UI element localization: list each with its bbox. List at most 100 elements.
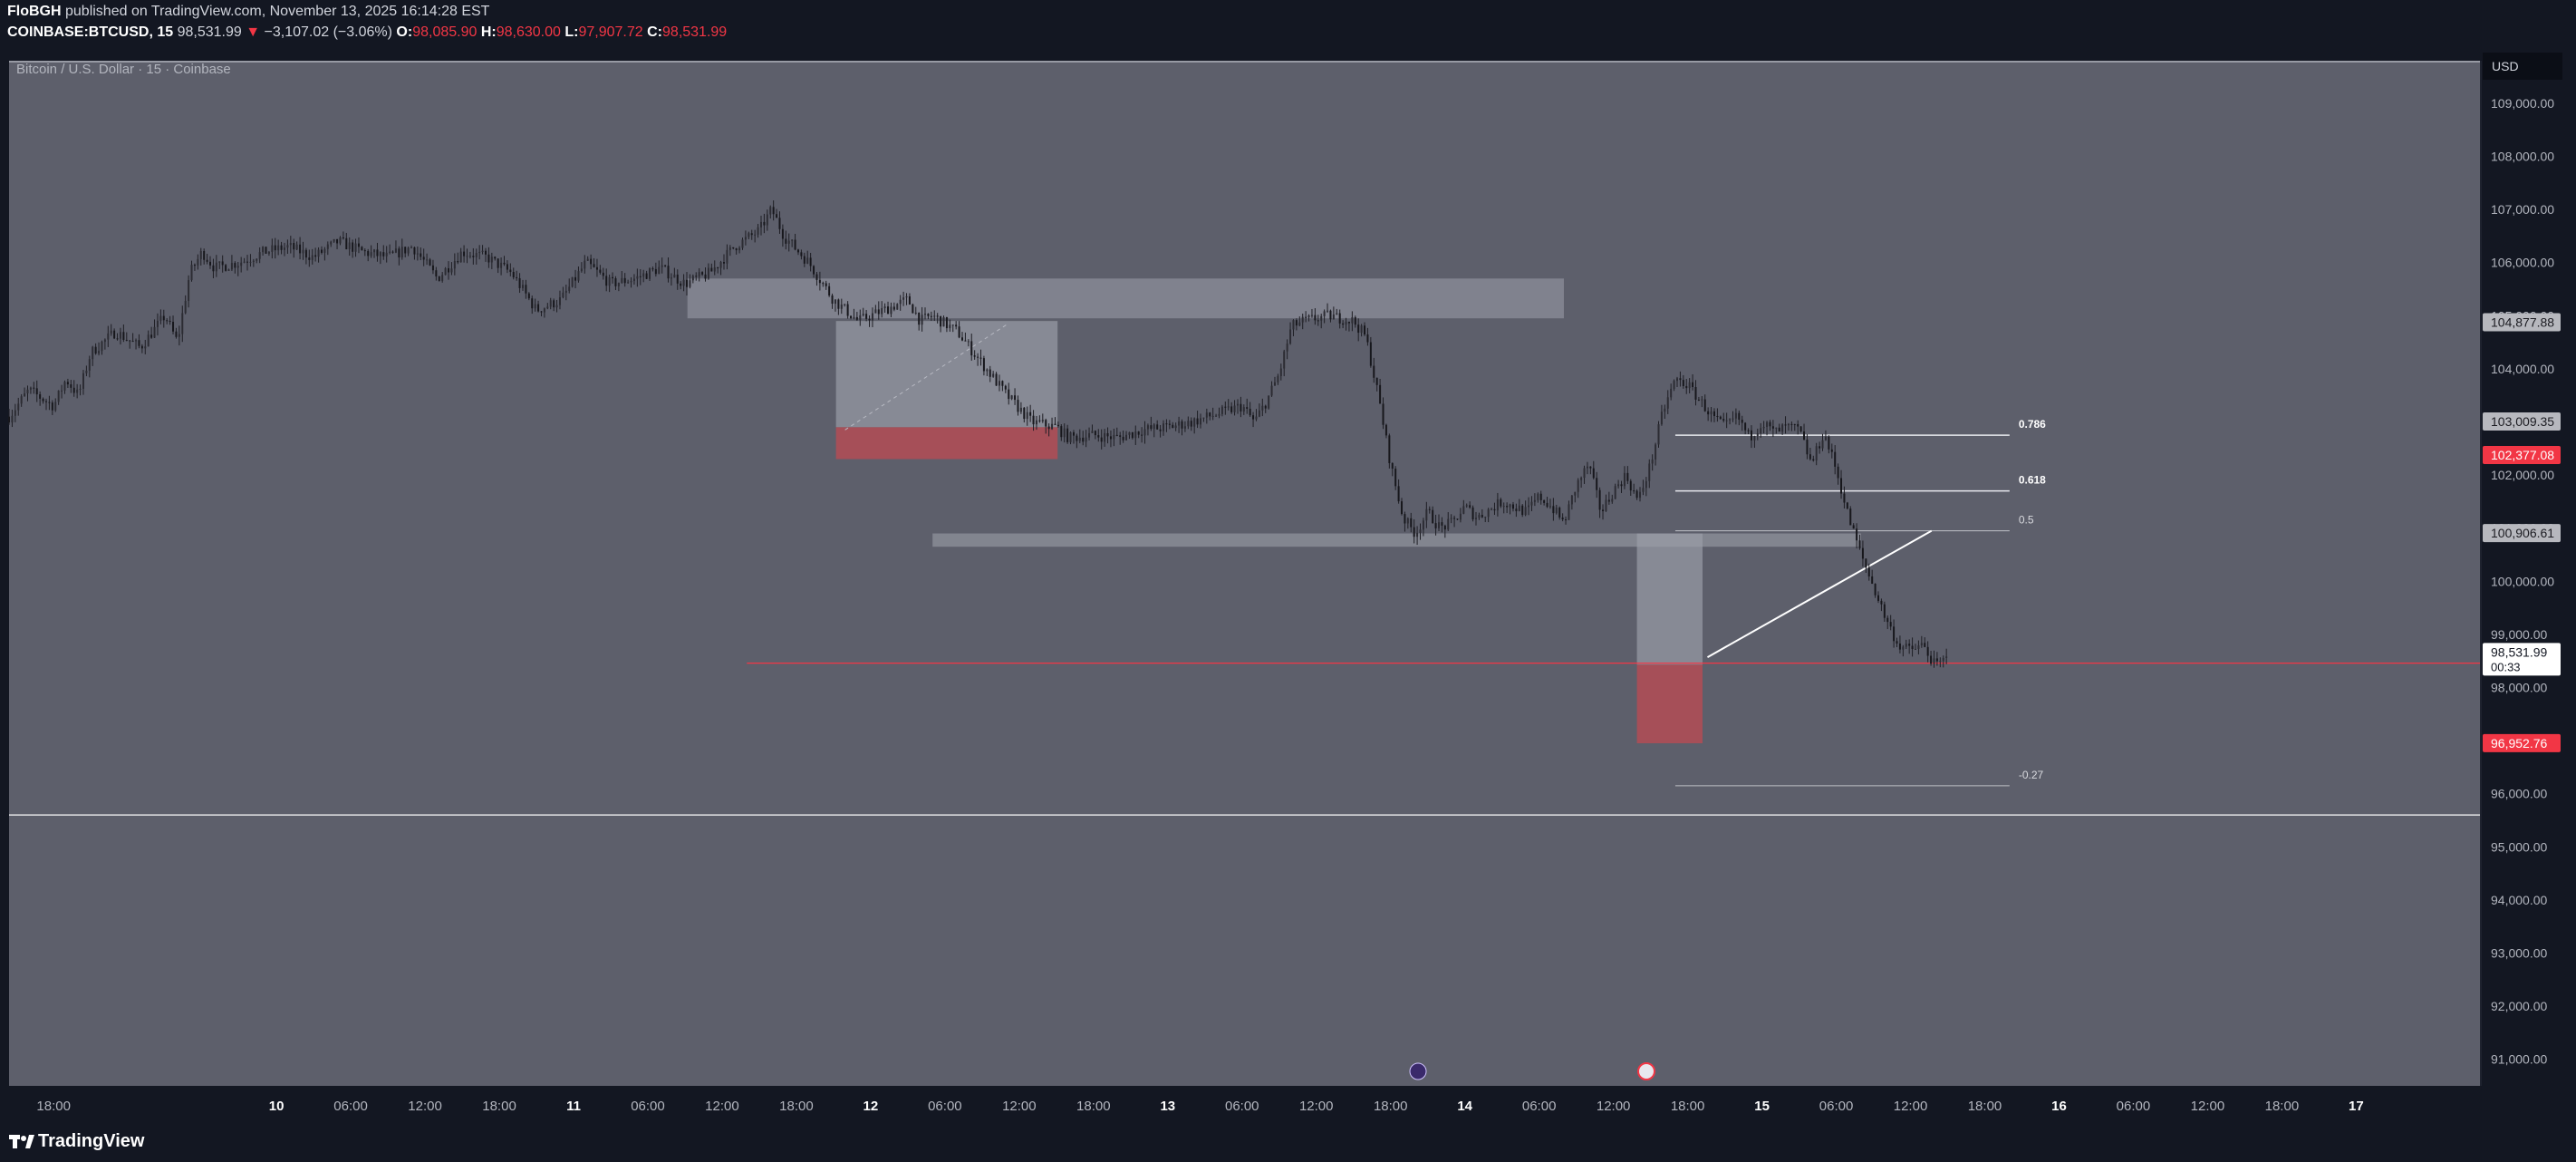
candle-body [1896, 641, 1898, 644]
symbol-label[interactable]: COINBASE:BTCUSD, 15 [7, 24, 174, 40]
candle-body [1119, 435, 1122, 437]
candle-body [1883, 604, 1886, 618]
candle-body [766, 214, 768, 226]
candle-body [722, 262, 725, 264]
candle-body [166, 320, 169, 322]
candle-body [1193, 418, 1196, 427]
candle-body [457, 261, 459, 263]
chart-area[interactable]: 0.786 0.618 0.5 -0.27 91,000.00 92,000.00 93,0… [0, 60, 2576, 1125]
author-name[interactable]: FloBGH [7, 4, 62, 19]
candle-body [651, 268, 654, 270]
price-label-box[interactable] [2483, 445, 2561, 464]
chart-pane[interactable] [9, 61, 2480, 1086]
candle-body [732, 247, 735, 249]
candle-body [51, 402, 53, 411]
candle-body [661, 265, 663, 267]
candle-body [998, 381, 1000, 386]
price-label-box[interactable] [2483, 313, 2561, 332]
candle-body [506, 264, 508, 270]
candle-body [1898, 643, 1901, 650]
x-tick-label: 12:00 [705, 1099, 739, 1114]
candle-body [1682, 380, 1684, 386]
candle-body [175, 331, 178, 337]
candle-body [262, 247, 265, 253]
candle-body [1165, 423, 1168, 425]
candle-body [1623, 472, 1626, 487]
candle-body [8, 416, 10, 423]
brand-name[interactable]: TradingView [38, 1131, 145, 1151]
candle-body [420, 253, 422, 257]
candle-body [1174, 425, 1177, 429]
candle-body [1828, 436, 1830, 450]
price-label-box[interactable] [2483, 412, 2561, 431]
candle-body [1146, 425, 1149, 430]
candle-body [240, 262, 243, 266]
candle-body [1462, 506, 1465, 514]
candle-body [1738, 412, 1741, 421]
candle-body [422, 257, 425, 260]
high-value: 98,630.00 [496, 24, 561, 40]
candle-body [1877, 595, 1880, 601]
candle-body [1128, 431, 1131, 435]
candle-body [286, 245, 289, 248]
candle-body [1220, 406, 1223, 414]
candle-body [1336, 313, 1338, 315]
candle-body [1443, 525, 1446, 530]
candle-body [267, 251, 270, 254]
candle-body [1651, 459, 1654, 464]
candle-body [892, 306, 895, 310]
candle-body [1568, 504, 1570, 520]
y-tick-label: 104,000.00 [2491, 362, 2554, 376]
candle-body [314, 255, 317, 257]
candle-body [796, 249, 799, 253]
candle-body [713, 267, 716, 272]
price-axis[interactable] [2481, 60, 2576, 1125]
candle-body [1865, 558, 1867, 568]
candle-body [1766, 421, 1769, 427]
candle-body [221, 261, 224, 266]
candle-body [116, 338, 119, 340]
long-position-stop-zone[interactable] [835, 427, 1058, 460]
candle-body [1821, 440, 1824, 449]
price-label-box[interactable] [2483, 733, 2561, 752]
projection-trend-line[interactable] [1706, 529, 1933, 658]
candle-body [1675, 378, 1678, 382]
low-value: 97,907.72 [578, 24, 643, 40]
candle-body [1852, 525, 1855, 529]
candle-body [1076, 435, 1078, 441]
candle-body [497, 258, 499, 268]
x-tick-label: 06:00 [928, 1099, 962, 1114]
candle-body [70, 384, 72, 388]
candle-body [667, 266, 670, 279]
idea-rocket-icon[interactable] [1409, 1062, 1427, 1080]
currency-button[interactable]: USD [2483, 53, 2562, 80]
candle-body [654, 268, 657, 275]
supply-zone[interactable] [687, 278, 1564, 319]
short-position-stop-zone[interactable] [1636, 664, 1703, 744]
candle-body [1122, 436, 1124, 441]
price-chart[interactable]: 0.786 0.618 0.5 -0.27 91,000.00 92,000.00 93,0… [0, 60, 2576, 1125]
candle-body [564, 290, 567, 293]
short-position-target-zone[interactable] [1636, 533, 1703, 665]
candle-body [1432, 509, 1434, 524]
candle-body [1920, 643, 1923, 646]
candle-body [883, 306, 886, 308]
candle-body [806, 257, 809, 264]
candle-body [453, 261, 456, 269]
candle-body [676, 274, 679, 284]
candle-body [1125, 434, 1128, 441]
candle-body [562, 292, 564, 298]
pane-title: Bitcoin / U.S. Dollar · 15 · Coinbase [16, 62, 231, 77]
candle-body [400, 247, 403, 258]
time-axis[interactable] [0, 1086, 2576, 1125]
x-tick-label: 06:00 [1819, 1099, 1854, 1114]
tradingview-logo-icon[interactable] [9, 1133, 34, 1153]
current-price-box[interactable] [2483, 643, 2561, 676]
price-label-box[interactable] [2483, 524, 2561, 543]
publish-info: FloBGH published on TradingView.com, Nov… [7, 4, 489, 20]
support-band[interactable] [932, 533, 1861, 547]
candle-body [230, 263, 233, 270]
candle-body [1574, 491, 1577, 496]
y-tick-label: 109,000.00 [2491, 96, 2554, 111]
us-flag-event-icon[interactable] [1637, 1062, 1655, 1080]
